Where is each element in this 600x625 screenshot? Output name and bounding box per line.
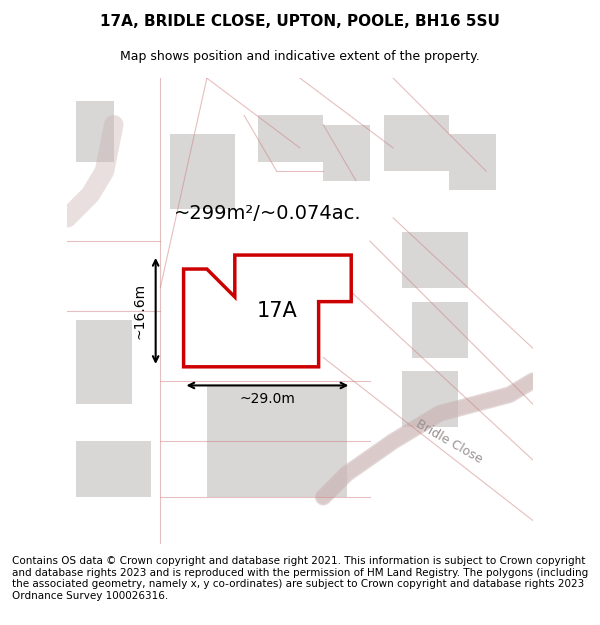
Text: 17A, BRIDLE CLOSE, UPTON, POOLE, BH16 5SU: 17A, BRIDLE CLOSE, UPTON, POOLE, BH16 5S… [100, 14, 500, 29]
Text: ~16.6m: ~16.6m [133, 283, 146, 339]
Text: Bridle Close: Bridle Close [413, 417, 485, 466]
Polygon shape [384, 116, 449, 171]
Polygon shape [403, 371, 458, 428]
Polygon shape [207, 441, 347, 498]
Polygon shape [258, 116, 323, 162]
Polygon shape [449, 134, 496, 190]
Polygon shape [323, 125, 370, 181]
Text: Map shows position and indicative extent of the property.: Map shows position and indicative extent… [120, 50, 480, 62]
Polygon shape [207, 386, 347, 441]
Polygon shape [76, 441, 151, 498]
Polygon shape [76, 101, 114, 162]
Polygon shape [412, 302, 467, 358]
Text: 17A: 17A [256, 301, 297, 321]
Text: ~29.0m: ~29.0m [239, 392, 295, 406]
Polygon shape [170, 134, 235, 209]
Text: Contains OS data © Crown copyright and database right 2021. This information is : Contains OS data © Crown copyright and d… [12, 556, 588, 601]
Text: ~299m²/~0.074ac.: ~299m²/~0.074ac. [173, 204, 361, 222]
Polygon shape [403, 232, 467, 288]
Polygon shape [184, 255, 351, 367]
Polygon shape [76, 320, 133, 404]
